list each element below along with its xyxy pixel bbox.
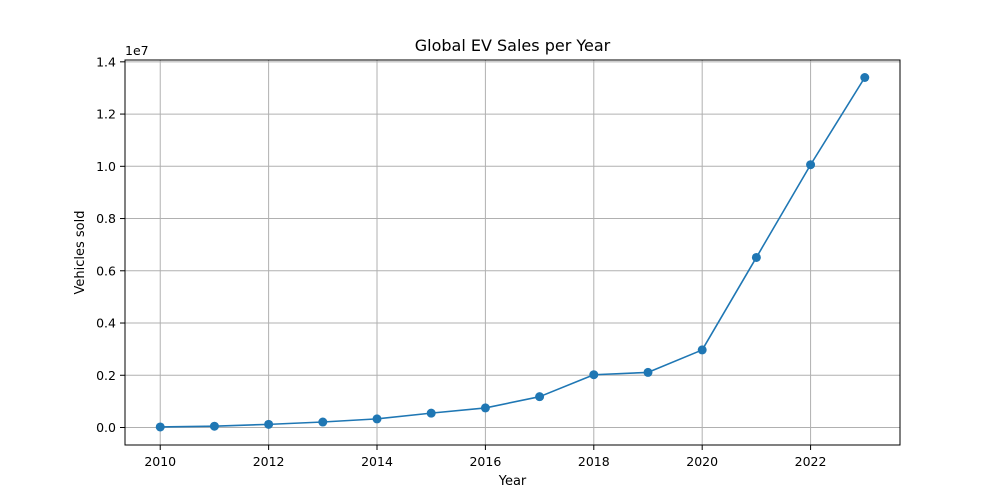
y-tick-label: 0.6 <box>96 263 116 278</box>
data-point-2011 <box>209 421 219 431</box>
data-point-2023 <box>860 73 870 82</box>
x-tick-label: 2014 <box>361 454 393 469</box>
data-point-2014 <box>372 414 382 424</box>
y-axis-offset-label: 1e7 <box>125 43 149 58</box>
x-tick-label: 2012 <box>253 454 285 469</box>
data-point-2017 <box>535 392 545 402</box>
y-tick-label: 0.2 <box>96 368 116 383</box>
series-line-group <box>160 77 866 428</box>
y-tick-label: 0.8 <box>96 211 116 226</box>
data-point-2013 <box>318 417 328 427</box>
data-point-2012 <box>264 419 274 429</box>
data-point-2015 <box>426 408 436 418</box>
data-point-2016 <box>480 403 490 413</box>
y-axis-label: Vehicles sold <box>73 211 88 295</box>
data-point-2020 <box>697 345 707 355</box>
y-tick-label: 1.4 <box>96 54 116 69</box>
y-tick-label: 1.0 <box>96 159 116 174</box>
x-tick-label: 2020 <box>686 454 718 469</box>
x-tick-label: 2018 <box>578 454 610 469</box>
data-point-2021 <box>751 252 761 262</box>
y-tick-label: 1.2 <box>96 107 116 122</box>
x-tick-label: 2010 <box>144 454 176 469</box>
y-tick-label: 0.4 <box>96 316 116 331</box>
grid-lines <box>125 60 900 445</box>
x-tick-label: 2016 <box>469 454 501 469</box>
data-point-2018 <box>589 370 599 380</box>
data-point-2022 <box>806 160 816 170</box>
plot-frame <box>124 59 901 446</box>
x-axis-label: Year <box>498 474 527 489</box>
series-line <box>160 77 866 428</box>
chart-title: Global EV Sales per Year <box>415 36 611 55</box>
series-markers <box>155 73 870 432</box>
data-point-2019 <box>643 367 653 377</box>
axis-ticks: 2010 2012 2014 2016 2018 2020 2022 0.0 0.2 0.4 0.6… <box>96 54 826 469</box>
x-tick-label: 2022 <box>795 454 827 469</box>
data-point-2010 <box>155 422 165 432</box>
y-tick-label: 0.0 <box>96 420 116 435</box>
